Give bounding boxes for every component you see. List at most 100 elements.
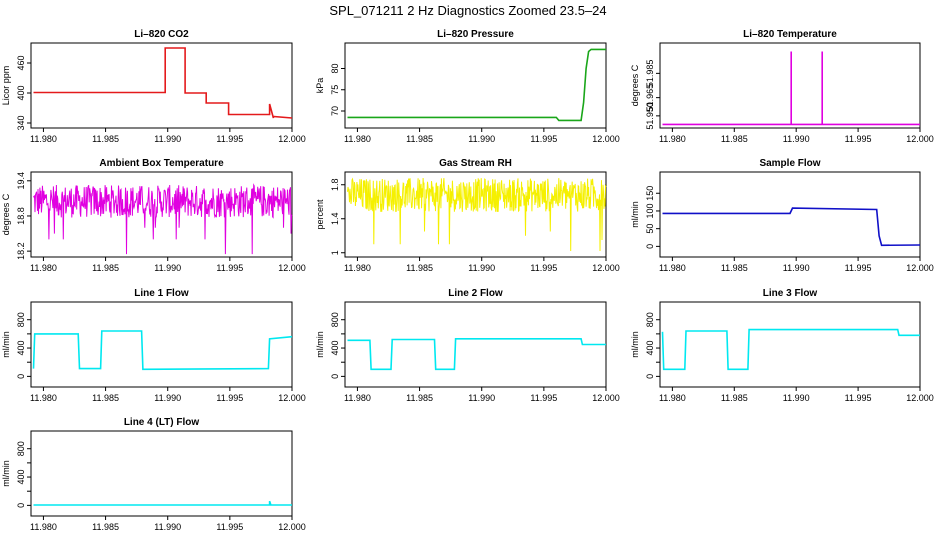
y-tick-label: 100 — [645, 203, 655, 218]
x-tick-label: 11.990 — [468, 263, 495, 273]
series-line — [33, 500, 292, 506]
panel-title: Line 1 Flow — [134, 288, 189, 299]
series-line — [662, 207, 921, 247]
x-tick-label: 11.985 — [406, 134, 433, 144]
y-axis-label: ml/min — [630, 201, 640, 228]
y-tick-label: 80 — [330, 63, 340, 73]
x-tick-label: 12.000 — [278, 393, 306, 403]
x-tick-label: 12.000 — [592, 263, 620, 273]
y-axis-label: percent — [315, 199, 325, 230]
panel-2: Li–820 Pressure 11.980 11.985 11.990 11.995 1… — [315, 29, 620, 144]
panel-title: Gas Stream RH — [439, 158, 512, 169]
x-tick-label: 11.995 — [216, 522, 243, 532]
y-tick-label: 18.8 — [16, 207, 26, 225]
y-tick-label: 0 — [16, 503, 26, 508]
x-tick-label: 11.980 — [659, 134, 686, 144]
plot-frame — [30, 430, 293, 517]
y-tick-label: 1 — [330, 250, 340, 255]
panel-6: Sample Flow 11.980 11.985 11.990 11.995 12.00… — [630, 158, 934, 273]
y-tick-label: 800 — [330, 312, 340, 327]
series-line — [32, 330, 293, 371]
x-tick-label: 12.000 — [592, 134, 620, 144]
x-tick-label: 12.000 — [592, 393, 620, 403]
x-tick-label: 12.000 — [906, 393, 934, 403]
y-tick-label: 400 — [16, 470, 26, 485]
series-line — [662, 51, 920, 126]
panel-8: Line 2 Flow 11.980 11.985 11.990 11.995 12.00… — [315, 288, 620, 403]
y-tick-label: 400 — [330, 341, 340, 356]
x-tick-label: 11.995 — [216, 134, 243, 144]
plot-frame — [344, 171, 607, 258]
x-tick-label: 11.985 — [92, 263, 119, 273]
y-axis-label: degrees C — [630, 64, 640, 106]
y-tick-label: 75 — [330, 85, 340, 95]
x-tick-label: 12.000 — [278, 522, 306, 532]
x-tick-label: 11.990 — [154, 522, 181, 532]
y-tick-label: 1.8 — [330, 178, 340, 191]
x-tick-label: 11.980 — [30, 522, 57, 532]
x-tick-label: 11.995 — [845, 393, 872, 403]
x-tick-label: 11.990 — [783, 134, 810, 144]
y-tick-label: 50 — [645, 224, 655, 234]
x-tick-label: 11.980 — [344, 393, 371, 403]
x-tick-label: 11.985 — [721, 263, 748, 273]
x-tick-label: 11.995 — [530, 393, 557, 403]
plot-frame — [659, 42, 921, 129]
panel-5: Gas Stream RH 11.980 11.985 11.990 11.995 12.… — [315, 158, 620, 273]
panel-title: Line 2 Flow — [448, 288, 503, 299]
x-tick-label: 11.995 — [845, 263, 872, 273]
x-tick-label: 12.000 — [278, 134, 306, 144]
x-tick-label: 11.995 — [530, 134, 557, 144]
y-tick-label: 70 — [330, 106, 340, 116]
panel-title: Li–820 CO2 — [134, 29, 189, 40]
y-axis-label: degrees C — [1, 193, 11, 235]
y-tick-label: 51.965 — [645, 84, 655, 112]
y-axis-label: ml/min — [1, 331, 11, 358]
y-axis-label: ml/min — [315, 331, 325, 358]
panel-1: Li–820 CO2 11.980 11.985 11.990 11.995 12.000… — [1, 29, 306, 144]
x-tick-label: 11.980 — [659, 263, 686, 273]
x-tick-label: 11.990 — [154, 263, 181, 273]
series-line — [347, 177, 607, 252]
plot-frame — [344, 42, 607, 129]
y-tick-label: 1.4 — [330, 212, 340, 225]
y-axis-label: kPa — [315, 78, 325, 94]
x-tick-label: 11.990 — [154, 393, 181, 403]
y-tick-label: 400 — [16, 85, 26, 100]
y-tick-label: 0 — [645, 374, 655, 379]
y-tick-label: 150 — [645, 186, 655, 201]
series-line — [347, 338, 606, 371]
y-axis-label: Licor ppm — [1, 66, 11, 106]
y-tick-label: 51.950 — [645, 102, 655, 130]
x-tick-label: 11.990 — [154, 134, 181, 144]
x-tick-label: 11.990 — [468, 134, 495, 144]
y-tick-label: 800 — [16, 441, 26, 456]
x-tick-label: 11.985 — [406, 263, 433, 273]
x-tick-label: 12.000 — [278, 263, 306, 273]
series-line — [33, 47, 293, 119]
x-tick-label: 11.985 — [92, 134, 119, 144]
y-tick-label: 800 — [645, 312, 655, 327]
panel-title: Line 4 (LT) Flow — [124, 417, 200, 428]
x-tick-label: 11.980 — [344, 263, 371, 273]
x-tick-label: 11.990 — [783, 393, 810, 403]
x-tick-label: 11.985 — [406, 393, 433, 403]
y-tick-label: 18.2 — [16, 242, 26, 260]
series-line — [33, 183, 293, 255]
x-tick-label: 12.000 — [906, 263, 934, 273]
plot-frame — [659, 171, 921, 258]
x-tick-label: 11.985 — [721, 134, 748, 144]
x-tick-label: 11.980 — [30, 393, 57, 403]
x-tick-label: 11.995 — [216, 393, 243, 403]
x-tick-label: 11.980 — [344, 134, 371, 144]
plot-frame — [30, 42, 293, 129]
y-tick-label: 800 — [16, 312, 26, 327]
panel-title: Li–820 Temperature — [743, 29, 837, 40]
plot-frame — [30, 301, 293, 388]
x-tick-label: 11.990 — [783, 263, 810, 273]
y-tick-label: 0 — [16, 374, 26, 379]
y-tick-label: 19.4 — [16, 172, 26, 190]
y-tick-label: 400 — [16, 341, 26, 356]
y-tick-label: 400 — [645, 341, 655, 356]
